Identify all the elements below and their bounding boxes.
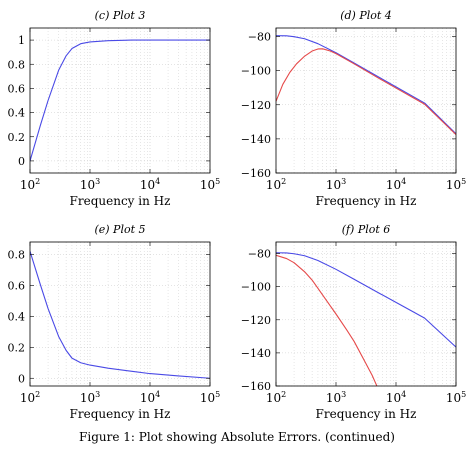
y-tick-label: −160 [241, 380, 271, 393]
x-tick-label: 105 [446, 390, 466, 405]
plot6-chart: 102 103 104 105 −160 −140 −120 −100 −80 (f) Plot … [241, 223, 466, 421]
plot6-frame [275, 241, 457, 387]
y-tick-label: 0.8 [8, 248, 26, 261]
x-tick-label: 103 [326, 177, 346, 192]
plot4-frame [275, 27, 457, 174]
x-tick-label: 102 [266, 177, 286, 192]
y-tick-label: −140 [241, 133, 271, 146]
x-tick-label: 105 [200, 390, 220, 405]
y-tick-label: −100 [241, 65, 271, 78]
x-tick-label: 104 [140, 390, 160, 405]
plot3-title: (c) Plot 3 [95, 9, 146, 22]
x-tick-label: 105 [446, 177, 466, 192]
plot3-series-line-1 [30, 39, 210, 162]
plot5-title: (e) Plot 5 [94, 223, 145, 236]
plot6-title: (f) Plot 6 [342, 223, 391, 236]
x-tick-label: 104 [386, 390, 406, 405]
plot5-frame [29, 241, 211, 387]
figure-caption: Figure 1: Plot showing Absolute Errors. … [79, 430, 395, 444]
plot4-grid [276, 28, 456, 174]
x-tick-label: 102 [20, 177, 40, 192]
y-tick-label: 0 [18, 155, 25, 168]
x-tick-label: 104 [386, 177, 406, 192]
x-tick-label: 102 [20, 390, 40, 405]
plot5-chart: 102 103 104 105 0 0.2 0.4 0.6 0.8 (e) Plot 5 Frequ… [8, 223, 221, 421]
x-tick-label: 103 [80, 177, 100, 192]
y-tick-label: 0.8 [8, 58, 26, 71]
plot3-x-axis-label: Frequency in Hz [70, 194, 171, 208]
plot3-frame [29, 27, 211, 174]
x-tick-label: 104 [140, 177, 160, 192]
y-tick-label: 0.6 [8, 82, 26, 95]
x-tick-label: 103 [326, 390, 346, 405]
plot4-series-line-1 [276, 35, 456, 135]
x-tick-label: 102 [266, 390, 286, 405]
plot4-series-line-2 [276, 48, 456, 136]
y-tick-label: 0 [18, 372, 25, 385]
y-tick-label: −80 [248, 31, 271, 44]
y-tick-label: 0.6 [8, 279, 26, 292]
y-tick-label: 0.4 [8, 310, 26, 323]
plot5-x-axis-label: Frequency in Hz [70, 407, 171, 421]
y-tick-label: −120 [241, 314, 271, 327]
plot4-title: (d) Plot 4 [340, 9, 392, 22]
plot5-series-line-1 [30, 251, 210, 379]
plot3-chart: 102 103 104 105 0 0.2 0.4 0.6 0.8 1 (c) Plot 3 Freq… [8, 9, 221, 208]
plot6-x-axis-label: Frequency in Hz [316, 407, 417, 421]
plot3-grid [30, 28, 210, 173]
y-tick-label: −100 [241, 281, 271, 294]
y-tick-label: −80 [248, 248, 271, 261]
x-tick-label: 103 [80, 390, 100, 405]
plot4-chart: 102 103 104 105 −160 −140 −120 −100 −80 (d) Plot … [241, 9, 466, 208]
y-tick-label: −140 [241, 347, 271, 360]
y-tick-label: 0.2 [8, 131, 26, 144]
y-tick-label: −120 [241, 99, 271, 112]
y-tick-label: 0.4 [8, 107, 26, 120]
y-tick-label: 1 [18, 34, 25, 47]
plot6-series-line-1 [276, 252, 456, 348]
plot6-series-line-2 [276, 254, 378, 386]
plot5-grid [30, 242, 210, 386]
plot6-grid [276, 242, 456, 387]
x-tick-label: 105 [200, 177, 220, 192]
plot4-x-axis-label: Frequency in Hz [316, 194, 417, 208]
y-tick-label: −160 [241, 167, 271, 180]
y-tick-label: 0.2 [8, 341, 26, 354]
